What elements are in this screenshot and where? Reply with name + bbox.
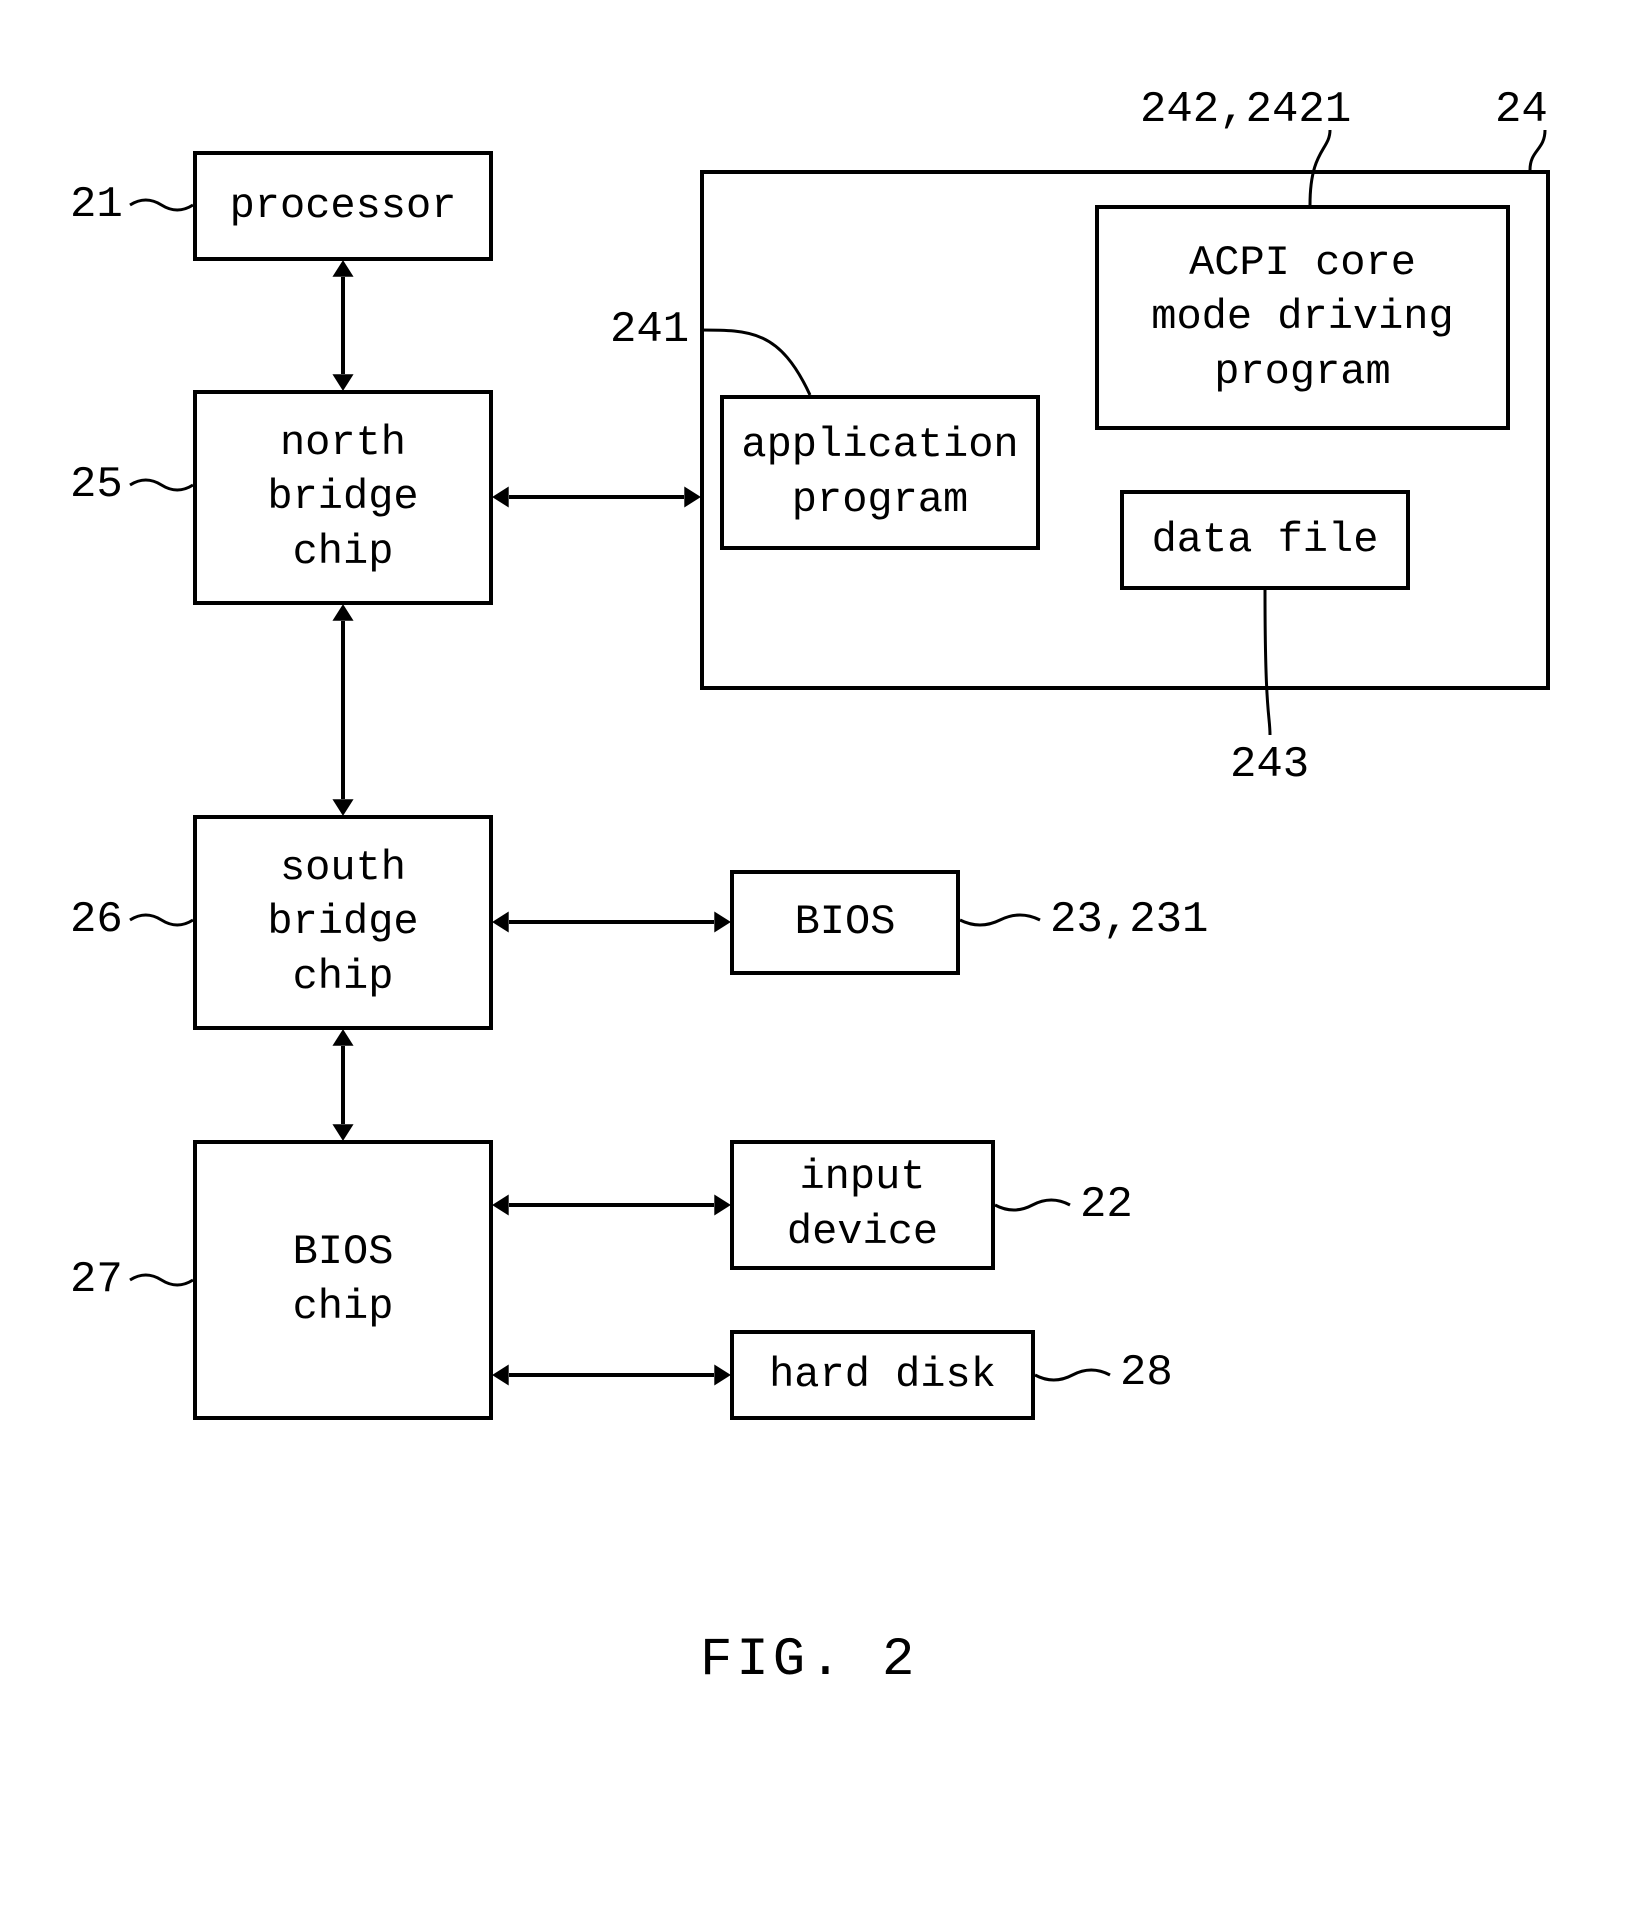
box-text: southbridgechip [267, 841, 418, 1005]
box-north-bridge: northbridgechip [193, 390, 493, 605]
box-text: northbridgechip [267, 416, 418, 580]
box-text: BIOSchip [293, 1225, 394, 1334]
box-text: BIOS [795, 895, 896, 950]
ref-label-24: 24 [1495, 85, 1548, 135]
box-text: inputdevice [787, 1150, 938, 1259]
box-bios: BIOS [730, 870, 960, 975]
diagram-canvas: processor northbridgechip southbridgechi… [0, 0, 1628, 1924]
box-text: ACPI coremode drivingprogram [1151, 236, 1453, 400]
box-input-device: inputdevice [730, 1140, 995, 1270]
box-application-program: applicationprogram [720, 395, 1040, 550]
ref-label-25: 25 [70, 460, 123, 510]
ref-label-21: 21 [70, 180, 123, 230]
box-bios-chip: BIOSchip [193, 1140, 493, 1420]
box-processor: processor [193, 151, 493, 261]
ref-label-241: 241 [610, 305, 689, 355]
figure-caption: FIG. 2 [700, 1630, 918, 1691]
box-hard-disk: hard disk [730, 1330, 1035, 1420]
ref-label-22: 22 [1080, 1180, 1133, 1230]
box-text: processor [230, 179, 457, 234]
box-data-file: data file [1120, 490, 1410, 590]
ref-label-26: 26 [70, 895, 123, 945]
box-acpi: ACPI coremode drivingprogram [1095, 205, 1510, 430]
box-text: applicationprogram [741, 418, 1018, 527]
ref-label-27: 27 [70, 1255, 123, 1305]
ref-label-28: 28 [1120, 1348, 1173, 1398]
ref-label-243: 243 [1230, 740, 1309, 790]
box-text: data file [1152, 513, 1379, 568]
ref-label-242: 242,2421 [1140, 85, 1351, 135]
box-text: hard disk [769, 1348, 996, 1403]
box-south-bridge: southbridgechip [193, 815, 493, 1030]
ref-label-23: 23,231 [1050, 895, 1208, 945]
